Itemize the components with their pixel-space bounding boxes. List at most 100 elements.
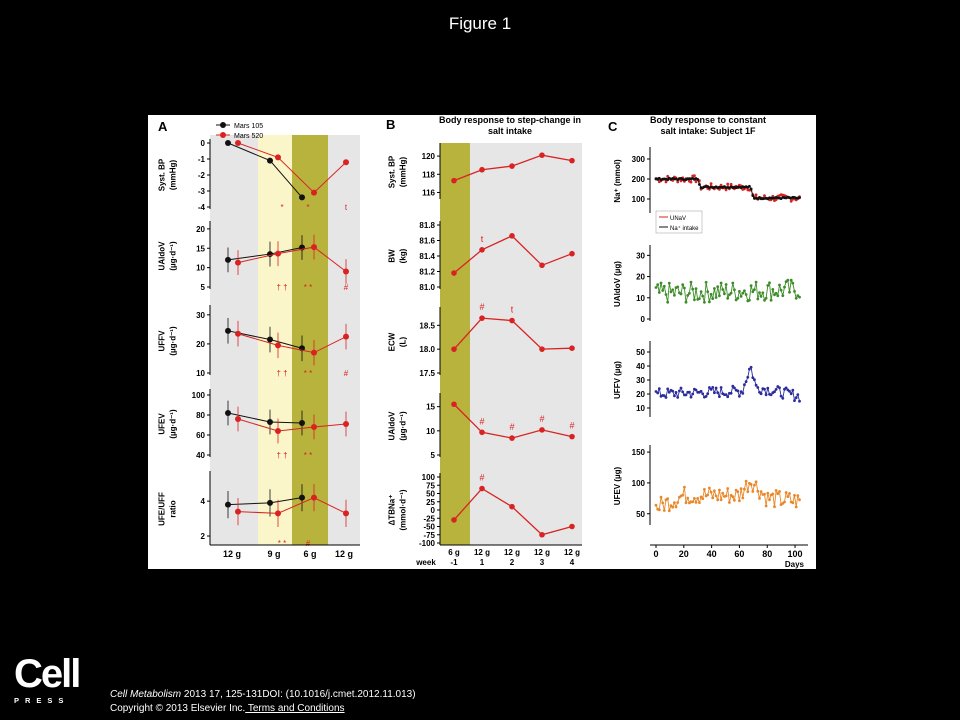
panel-a: A Mars 105 Mars 520 0 -1 -2 -3 -4 Syst. BP (mmHg)… <box>158 119 360 559</box>
data-point <box>778 386 781 390</box>
logo-main: Cell <box>14 652 81 696</box>
y-tick-label: 100 <box>192 391 206 400</box>
data-point <box>275 250 281 257</box>
y-tick-label: 2 <box>201 532 206 541</box>
data-point <box>714 386 718 390</box>
data-point <box>789 278 793 282</box>
data-point <box>225 256 231 263</box>
y-tick-label: 10 <box>426 427 435 436</box>
data-point <box>783 500 786 504</box>
y-axis-label: UAldoV (µg) <box>613 261 622 307</box>
x-label-bottom: 1 <box>480 558 485 567</box>
significance-mark: t <box>345 203 348 212</box>
band-12g-end <box>328 135 360 545</box>
data-point <box>798 399 801 403</box>
data-point <box>744 293 748 296</box>
data-point <box>694 501 698 504</box>
data-point <box>694 180 698 184</box>
data-point <box>764 296 768 300</box>
data-point <box>667 390 671 394</box>
data-point <box>664 180 668 184</box>
data-point <box>769 393 773 397</box>
data-point <box>738 394 741 398</box>
y-tick-label: 200 <box>632 175 646 184</box>
data-point <box>791 388 795 392</box>
y-axis-label: UAldoV (µg·d⁻¹) <box>388 411 408 441</box>
data-point <box>706 290 710 294</box>
y-tick-label: 50 <box>426 490 435 499</box>
data-point <box>714 494 718 498</box>
terms-link[interactable]: Terms and Conditions <box>245 703 345 714</box>
significance-mark: # <box>539 414 544 424</box>
data-point <box>539 427 545 433</box>
data-point <box>664 396 668 399</box>
data-point <box>709 292 713 296</box>
data-point <box>703 488 706 491</box>
data-point <box>703 300 706 304</box>
y-tick-label: 81.8 <box>419 221 435 230</box>
y-tick-label: 4 <box>201 497 206 506</box>
data-point <box>774 388 778 391</box>
data-point <box>793 290 796 293</box>
y-tick-label: 10 <box>636 294 645 303</box>
data-point <box>726 182 730 186</box>
y-axis-label-line: (µg·d⁻¹) <box>399 411 408 441</box>
data-point <box>681 493 685 497</box>
y-tick-label: 81.0 <box>419 283 435 292</box>
data-point <box>749 483 753 486</box>
significance-mark: † † <box>276 283 287 292</box>
y-tick-label: 18.5 <box>419 321 435 330</box>
data-point <box>311 494 317 501</box>
x-label: 9 g <box>267 549 280 559</box>
significance-mark: # <box>306 539 311 548</box>
y-tick-label: 17.5 <box>419 369 435 378</box>
data-point <box>569 433 575 440</box>
data-point <box>696 497 700 500</box>
y-tick-label: 5 <box>431 451 436 460</box>
data-point <box>766 386 770 390</box>
significance-mark: * * <box>304 451 312 460</box>
data-point <box>701 294 705 298</box>
data-point <box>275 342 281 349</box>
data-point <box>774 489 778 492</box>
data-point <box>791 501 795 505</box>
data-point <box>569 157 575 164</box>
data-point <box>679 386 683 390</box>
series-line <box>237 246 347 272</box>
y-tick-label: 5 <box>201 283 206 292</box>
y-axis-label-line: UAldoV <box>388 411 397 441</box>
data-point <box>689 395 693 399</box>
data-point <box>718 488 721 492</box>
y-axis-label: Na⁺ (mmol) <box>613 159 622 203</box>
data-point <box>798 295 801 299</box>
data-point <box>724 494 728 498</box>
data-point <box>711 386 715 389</box>
data-point <box>766 284 770 287</box>
y-axis-label-line: (µg·d⁻¹) <box>169 409 178 439</box>
data-point <box>709 388 713 391</box>
data-point <box>701 497 705 501</box>
significance-mark: # <box>479 416 484 426</box>
data-point <box>686 294 690 297</box>
data-point <box>698 297 701 300</box>
x-label: 12 g <box>223 549 241 559</box>
data-point <box>666 387 670 391</box>
data-point <box>758 291 761 294</box>
data-point <box>736 490 740 494</box>
legend-marker-105 <box>220 122 226 128</box>
y-tick-label: 10 <box>196 264 205 273</box>
y-tick-label: 81.6 <box>419 237 435 246</box>
data-point <box>733 288 736 292</box>
panel-c-title-2: salt intake: Subject 1F <box>660 126 756 136</box>
legend-marker-520 <box>220 132 226 138</box>
data-point <box>714 296 718 299</box>
y-axis-label-line: Na⁺ (mmol) <box>613 159 622 203</box>
data-point <box>275 154 281 161</box>
x-label-bottom: 2 <box>510 558 515 567</box>
data-point <box>267 157 273 164</box>
data-point <box>731 495 735 499</box>
significance-mark: # <box>509 422 514 432</box>
